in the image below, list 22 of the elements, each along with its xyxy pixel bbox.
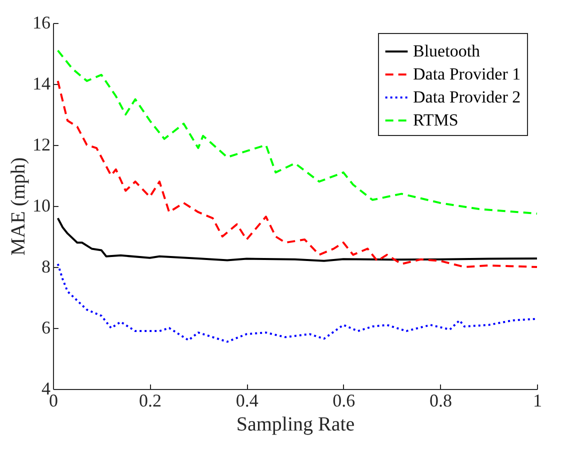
legend-label: Data Provider 1 bbox=[413, 64, 521, 84]
y-tick-label: 8 bbox=[42, 256, 50, 276]
x-axis-title: Sampling Rate bbox=[236, 414, 355, 436]
x-tick-label: 0.8 bbox=[429, 390, 452, 410]
y-tick-label: 16 bbox=[32, 12, 50, 32]
y-tick-label: 6 bbox=[42, 318, 50, 338]
line-series bbox=[56, 217, 538, 262]
x-tick-label: 0.2 bbox=[139, 390, 162, 410]
legend-label: Bluetooth bbox=[413, 42, 481, 60]
y-tick-label: 4 bbox=[42, 378, 50, 398]
legend-label: RTMS bbox=[413, 110, 458, 130]
y-tick-label: 12 bbox=[32, 134, 50, 154]
y-tick-label: 14 bbox=[32, 74, 50, 94]
x-tick-label: 0.4 bbox=[236, 390, 258, 410]
x-tick-label: 1 bbox=[533, 390, 542, 410]
line-series bbox=[56, 262, 538, 343]
y-tick-label: 10 bbox=[32, 196, 50, 216]
y-axis-title: MAE (mph) bbox=[8, 157, 30, 256]
x-tick-label: 0.6 bbox=[332, 390, 356, 410]
legend-label: Data Provider 2 bbox=[413, 88, 521, 106]
x-tick-label: 0 bbox=[49, 390, 58, 410]
line-series bbox=[56, 80, 538, 268]
